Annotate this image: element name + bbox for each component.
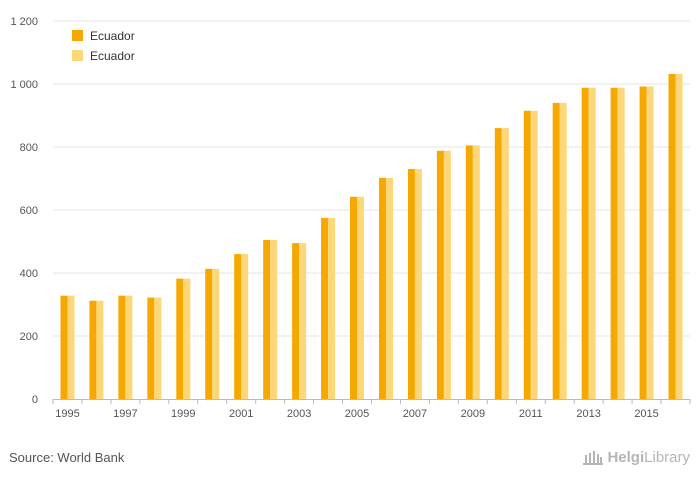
bar (646, 86, 654, 400)
x-tick-label: 2013 (576, 408, 600, 420)
x-axis: 1995 1997 1999 2001 2003 2005 2007 2009 2011 2013… (52, 399, 691, 420)
x-tick-label: 1995 (55, 408, 79, 420)
x-tick-label: 2009 (461, 408, 485, 420)
bar (350, 196, 358, 399)
bar (617, 87, 625, 399)
y-tick-label: 800 (20, 142, 38, 154)
bar (205, 268, 213, 399)
logo-text-rest: Library (644, 448, 690, 466)
y-tick-label: 1 200 (10, 16, 38, 28)
bar (270, 239, 278, 399)
legend: Ecuador Ecuador (72, 29, 135, 63)
bar-chart: 0 200 400 600 800 1 000 1 200 1995 1997 1999 2001… (10, 16, 691, 420)
bar (321, 217, 329, 399)
legend-swatch (72, 50, 83, 61)
x-tick-label: 2011 (519, 408, 543, 420)
y-tick-label: 200 (20, 331, 38, 343)
bar (385, 177, 393, 399)
bar (118, 295, 126, 399)
x-tick-label: 2003 (287, 408, 311, 420)
y-tick-label: 400 (20, 268, 38, 280)
bar (530, 110, 538, 400)
bar (96, 300, 104, 399)
bar (241, 254, 249, 399)
logo-text: HelgiLibrary (607, 449, 690, 466)
building-icon (582, 448, 604, 466)
bar (67, 295, 75, 399)
logo-text-bold: Helgi (607, 448, 645, 466)
y-tick-label: 600 (20, 205, 38, 217)
bar (176, 278, 184, 399)
bar (60, 295, 68, 399)
bar (559, 102, 567, 400)
bar (472, 145, 480, 399)
bar (154, 297, 162, 399)
bar (263, 239, 271, 399)
bar (639, 86, 647, 400)
bar (89, 300, 97, 399)
x-tick-label: 2015 (634, 408, 658, 420)
y-tick-label: 0 (32, 394, 38, 406)
bar (465, 145, 473, 399)
bar (234, 254, 242, 399)
bar (494, 128, 502, 399)
legend-label: Ecuador (90, 49, 135, 63)
x-tick-label: 2007 (403, 408, 427, 420)
bar (581, 87, 589, 399)
bar (357, 196, 365, 399)
bar (407, 169, 415, 399)
x-tick-label: 2005 (345, 408, 369, 420)
x-tick-label: 1997 (113, 408, 137, 420)
bars (60, 73, 683, 400)
bar (552, 102, 560, 400)
bar (299, 243, 307, 399)
bar (414, 169, 422, 399)
source-note: Source: World Bank (9, 450, 125, 465)
y-axis: 0 200 400 600 800 1 000 1 200 (10, 16, 38, 406)
bar (588, 87, 596, 399)
bar (183, 278, 191, 399)
bar (523, 110, 531, 400)
x-tick-label: 1999 (171, 408, 195, 420)
bar (212, 268, 220, 399)
bar (292, 243, 300, 399)
bar (125, 295, 133, 399)
x-tick-label: 2001 (229, 408, 253, 420)
bar (675, 73, 683, 400)
helgilibrary-logo: HelgiLibrary (582, 448, 690, 466)
legend-swatch (72, 30, 83, 41)
bar (436, 150, 444, 399)
legend-label: Ecuador (90, 29, 135, 43)
y-tick-label: 1 000 (10, 79, 38, 91)
bar (610, 87, 618, 399)
bar (501, 128, 509, 399)
bar (668, 73, 676, 400)
bar (147, 297, 155, 399)
bar (443, 150, 451, 399)
bar (378, 177, 386, 399)
bar (328, 217, 336, 399)
